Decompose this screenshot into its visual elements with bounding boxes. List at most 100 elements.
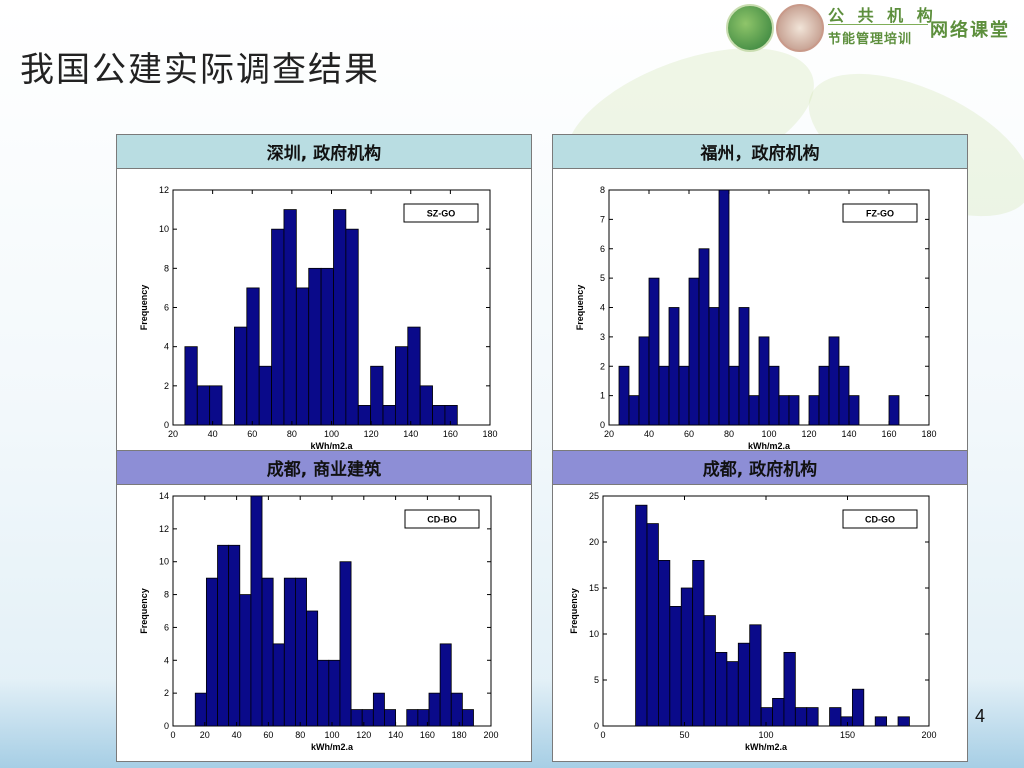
chart-header: 成都, 商业建筑 xyxy=(117,451,531,485)
histogram-bar xyxy=(272,643,285,727)
chart-panel-cd-bo: 成都, 商业建筑 0 20 40 60 80 100 120 140 160 180 200 0 2 4 6… xyxy=(116,450,532,762)
x-tick-label: 200 xyxy=(921,730,936,740)
y-tick-label: 8 xyxy=(600,185,605,195)
x-tick-label: 120 xyxy=(356,730,371,740)
y-tick-label: 2 xyxy=(600,361,605,371)
histogram-bar xyxy=(461,709,474,727)
histogram-bar xyxy=(450,692,463,727)
x-tick-label: 80 xyxy=(724,429,734,439)
y-tick-label: 10 xyxy=(589,629,599,639)
legend-label: CD-BO xyxy=(427,515,457,525)
legend-box xyxy=(403,203,479,223)
y-tick-label: 5 xyxy=(594,675,599,685)
histogram-bar xyxy=(320,267,334,426)
histogram-bar xyxy=(328,659,341,727)
x-tick-label: 180 xyxy=(452,730,467,740)
legend-box xyxy=(842,203,918,223)
histogram-bar xyxy=(194,692,207,727)
y-tick-label: 0 xyxy=(164,420,169,430)
histogram-bar xyxy=(196,385,211,426)
x-tick-label: 60 xyxy=(684,429,694,439)
histogram-bar xyxy=(258,365,272,426)
histogram-bar xyxy=(618,365,630,426)
histogram-bar xyxy=(669,606,682,727)
histogram-bar xyxy=(692,560,705,727)
x-axis-label: kWh/m2.a xyxy=(745,742,788,752)
histogram-bar xyxy=(708,307,720,426)
histogram-bar xyxy=(234,326,248,426)
logo-text-line3: 网络课堂 xyxy=(930,20,1010,41)
bars-group xyxy=(635,504,910,727)
histogram-bar xyxy=(317,659,330,727)
x-tick-label: 160 xyxy=(881,429,896,439)
y-tick-label: 14 xyxy=(159,491,169,501)
histogram-bar xyxy=(760,707,773,727)
histogram-bar xyxy=(888,395,900,426)
y-tick-label: 6 xyxy=(164,303,169,313)
histogram-bar xyxy=(333,209,347,426)
y-tick-label: 10 xyxy=(159,557,169,567)
histogram-bar xyxy=(718,189,730,426)
histogram-bar xyxy=(851,688,865,727)
y-tick-label: 2 xyxy=(164,688,169,698)
histogram-bar xyxy=(407,326,421,426)
histogram-bar xyxy=(772,697,785,727)
histogram-bar xyxy=(372,692,385,727)
y-tick-label: 6 xyxy=(600,244,605,254)
y-tick-label: 3 xyxy=(600,332,605,342)
histogram-bar xyxy=(897,716,910,727)
histogram-bar xyxy=(308,267,322,426)
histogram-bar xyxy=(688,277,700,426)
legend-label: SZ-GO xyxy=(427,209,456,219)
x-tick-label: 180 xyxy=(921,429,936,439)
x-tick-label: 20 xyxy=(168,429,178,439)
x-tick-label: 160 xyxy=(420,730,435,740)
chart-header: 福州，政府机构 xyxy=(553,135,967,169)
page-title: 我国公建实际调查结果 xyxy=(20,50,380,90)
histogram-bar xyxy=(848,395,860,426)
histogram-bar xyxy=(295,287,310,426)
histogram-bar xyxy=(228,544,241,727)
histogram-bar xyxy=(668,307,680,426)
y-tick-label: 15 xyxy=(589,583,599,593)
histogram-bar xyxy=(749,624,762,727)
histogram-bar xyxy=(250,495,263,727)
histogram-bar xyxy=(698,248,710,426)
histogram-bar xyxy=(638,336,650,426)
histogram-bar xyxy=(680,587,694,727)
histogram-bar xyxy=(628,395,640,426)
histogram-bar xyxy=(345,228,359,426)
bars-group xyxy=(618,189,900,426)
x-tick-label: 200 xyxy=(483,730,498,740)
histogram-bar xyxy=(838,365,850,426)
x-tick-label: 0 xyxy=(600,730,605,740)
histogram-fz-go: 20 40 60 80 100 120 140 160 180 0 1 2 3 4 5 6 7 8 kWh/m2.a… xyxy=(575,185,937,451)
chart-header: 深圳, 政府机构 xyxy=(117,135,531,169)
histogram-bar xyxy=(828,336,840,426)
x-tick-label: 140 xyxy=(841,429,856,439)
histogram-bar xyxy=(394,346,409,426)
histogram-bar xyxy=(728,365,740,426)
x-tick-label: 50 xyxy=(679,730,689,740)
histogram-bar xyxy=(783,651,796,727)
y-tick-label: 1 xyxy=(600,391,605,401)
y-tick-label: 0 xyxy=(600,420,605,430)
histogram-bar xyxy=(350,709,363,727)
histogram-bar xyxy=(703,615,716,727)
x-tick-label: 80 xyxy=(295,730,305,740)
histogram-bar xyxy=(239,594,252,727)
y-tick-label: 20 xyxy=(589,537,599,547)
histogram-bar xyxy=(357,405,372,426)
histogram-bar xyxy=(261,577,274,727)
histogram-bar xyxy=(635,504,648,727)
y-axis-label: Frequency xyxy=(569,588,579,634)
histogram-bar xyxy=(295,577,307,727)
histogram-bar xyxy=(306,610,319,727)
x-tick-label: 60 xyxy=(263,730,273,740)
histogram-bar xyxy=(648,277,660,426)
y-tick-label: 8 xyxy=(164,263,169,273)
histogram-bar xyxy=(384,709,397,727)
histogram-bar xyxy=(840,716,853,727)
histogram-bar xyxy=(726,661,739,727)
y-tick-label: 5 xyxy=(600,273,605,283)
